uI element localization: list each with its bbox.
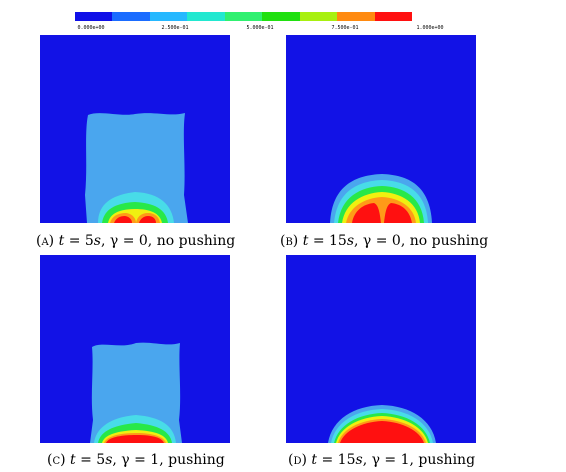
- colorbar-segment: [299, 12, 338, 21]
- caption-rest: , γ = 1, pushing: [112, 452, 225, 468]
- time-value: = 5: [64, 233, 94, 249]
- panel-a-label: (a): [36, 233, 55, 249]
- colorbar-segment: [374, 12, 412, 21]
- panel-d-plot: [286, 255, 476, 443]
- colorbar-segment: [149, 12, 188, 21]
- time-value: = 5: [75, 452, 106, 468]
- time-variable: t: [58, 233, 65, 249]
- colorbar-segment: [187, 12, 225, 21]
- time-unit: s: [346, 233, 355, 249]
- colorbar-tick-label: 5.000e-01: [246, 25, 274, 31]
- time-unit: s: [105, 452, 113, 468]
- time-value: = 15: [308, 233, 347, 249]
- colorbar-tick-label: 1.000e+00: [416, 25, 444, 31]
- panel-c-caption: (c) t = 5s, γ = 1, pushing: [47, 452, 225, 468]
- caption-rest: , γ = 1, pushing: [362, 452, 476, 468]
- panel-c-label: (c): [47, 452, 66, 468]
- colorbar-segment: [75, 12, 113, 21]
- caption-rest: , γ = 0, no pushing: [100, 233, 236, 249]
- panel-c-plot: [40, 255, 230, 443]
- time-variable: t: [302, 233, 309, 249]
- colorbar-tick-label: 2.500e-01: [161, 25, 189, 31]
- colorbar-tick-label: 0.000e+00: [77, 25, 105, 31]
- colorbar-segment: [224, 12, 263, 21]
- time-unit: s: [355, 452, 363, 468]
- colorbar-tick-label: 7.500e-01: [331, 25, 359, 31]
- panel-a-caption: (a) t = 5s, γ = 0, no pushing: [36, 233, 235, 249]
- time-unit: s: [93, 233, 101, 249]
- time-variable: t: [70, 452, 76, 468]
- colorbar: [75, 12, 412, 21]
- panel-b-caption: (b) t = 15s, γ = 0, no pushing: [280, 233, 488, 249]
- panel-d-caption: (d) t = 15s, γ = 1, pushing: [288, 452, 475, 468]
- panel-a-plot: [40, 35, 230, 223]
- time-variable: t: [311, 452, 318, 468]
- colorbar-segment: [337, 12, 375, 21]
- colorbar-segment: [112, 12, 150, 21]
- caption-rest: , γ = 0, no pushing: [354, 233, 489, 249]
- time-value: = 15: [317, 452, 356, 468]
- panel-d-label: (d): [288, 452, 307, 468]
- panel-b-label: (b): [280, 233, 299, 249]
- colorbar-segment: [262, 12, 300, 21]
- panel-b-plot: [286, 35, 476, 223]
